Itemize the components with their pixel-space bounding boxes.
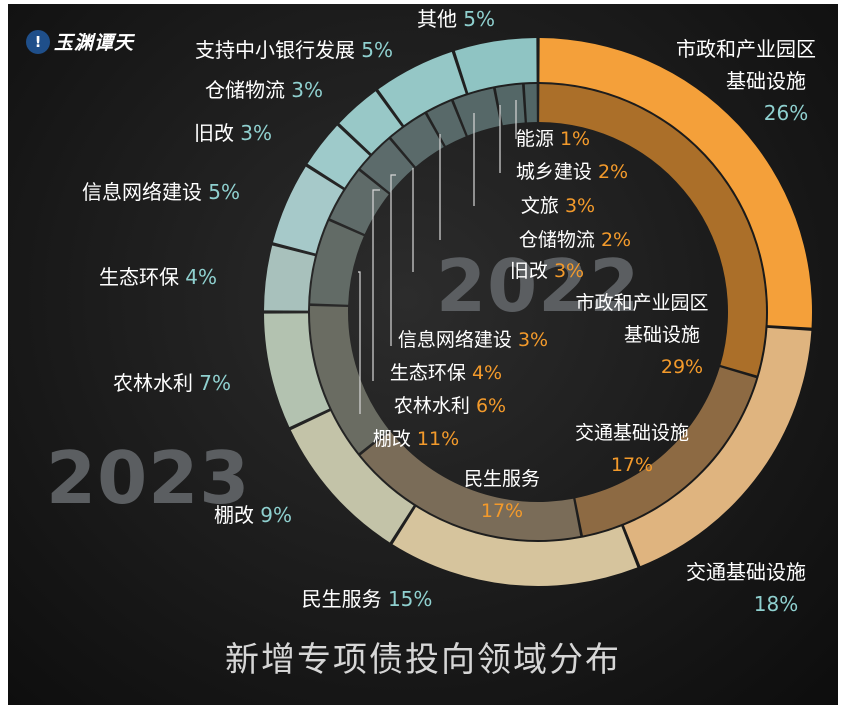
outer-label-6: 信息网络建设 5% [82, 180, 240, 204]
outer-slice-9 [378, 51, 466, 126]
outer-label-8: 仓储物流 3% [205, 78, 323, 102]
year-label-outer: 2023 [46, 436, 251, 520]
year-label-inner: 2022 [436, 244, 641, 328]
inner-slice-7 [391, 114, 444, 167]
outer-label-10: 其他 5% [417, 7, 495, 31]
outer-label-0-line1: 市政和产业园区 [676, 37, 816, 61]
outer-label-9: 支持中小银行发展 5% [195, 38, 393, 62]
outer-label-0-value: 26% [764, 101, 808, 125]
infographic: ! 玉渊谭天 2022 2023 市政和产业园区 基础设施 26% 交通基础设施 18%… [8, 4, 838, 705]
outer-slice-6 [273, 166, 344, 254]
inner-slice-9 [453, 88, 501, 136]
outer-slice-8 [339, 91, 402, 154]
inner-label-2-name: 民生服务 [464, 468, 540, 490]
leader-line-0 [390, 174, 396, 346]
inner-slice-11 [524, 84, 537, 123]
inner-label-2-value: 17% [481, 500, 523, 522]
inner-slice-6 [360, 139, 414, 193]
inner-label-4: 农林水利 6% [394, 395, 506, 417]
inner-label-0-value: 29% [661, 356, 703, 378]
inner-label-1-name: 交通基础设施 [575, 422, 689, 444]
inner-label-8: 仓储物流 2% [519, 229, 631, 251]
outer-slice-7 [307, 125, 370, 188]
inner-slice-4 [310, 220, 364, 305]
inner-slice-10 [495, 84, 525, 126]
inner-label-5: 生态环保 4% [390, 362, 502, 384]
outer-label-0-line2: 基础设施 [726, 69, 806, 93]
outer-label-2: 民生服务 15% [302, 587, 433, 611]
inner-label-7: 旧改 3% [510, 260, 584, 282]
outer-ring [264, 38, 812, 586]
inner-slice-2 [360, 431, 581, 540]
inner-slice-0 [539, 84, 766, 376]
outer-slice-5 [264, 245, 315, 311]
leader-line-2 [358, 271, 361, 414]
outer-label-7: 旧改 3% [194, 121, 272, 145]
outer-label-5: 生态环保 4% [99, 265, 217, 289]
inner-label-9: 文旅 3% [521, 195, 595, 217]
logo-text: 玉渊谭天 [54, 32, 135, 54]
logo: ! 玉渊谭天 [26, 28, 134, 55]
outer-label-4: 农林水利 7% [113, 371, 231, 395]
inner-label-1-value: 17% [611, 454, 653, 476]
outer-slice-3 [290, 411, 414, 543]
outer-slice-2 [392, 506, 638, 586]
outer-slice-4 [264, 313, 330, 428]
leader-lines [358, 100, 517, 414]
page-title: 新增专项债投向领域分布 [225, 640, 621, 680]
outer-label-1-name: 交通基础设施 [686, 560, 806, 584]
leader-line-1 [372, 189, 380, 381]
inner-label-6: 信息网络建设 3% [398, 329, 548, 351]
inner-slice-5 [330, 170, 389, 235]
outer-slice-1 [623, 327, 812, 567]
outer-slice-0 [539, 38, 812, 328]
inner-label-11: 能源 1% [516, 128, 590, 150]
inner-slice-3 [310, 306, 389, 454]
outer-label-1-value: 18% [754, 592, 798, 616]
logo-mark-icon: ! [26, 29, 50, 54]
inner-label-10: 城乡建设 2% [516, 161, 628, 183]
inner-label-0-line1: 市政和产业园区 [575, 292, 708, 314]
inner-label-0-line2: 基础设施 [624, 324, 700, 346]
inner-label-3: 棚改 11% [373, 428, 459, 450]
outer-slice-10 [454, 38, 537, 93]
outer-label-3: 棚改 9% [214, 503, 292, 527]
inner-ring [310, 84, 766, 540]
inner-slice-8 [427, 101, 466, 146]
inner-slice-1 [575, 367, 757, 536]
